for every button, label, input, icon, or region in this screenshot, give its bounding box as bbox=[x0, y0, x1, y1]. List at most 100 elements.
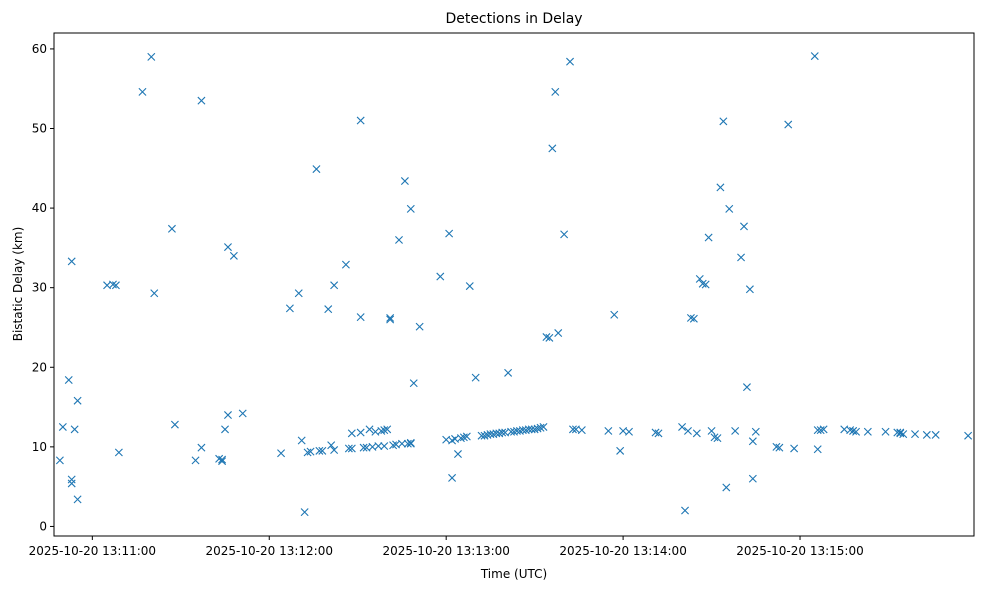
data-point bbox=[453, 450, 462, 459]
data-point bbox=[406, 438, 415, 447]
data-point bbox=[610, 310, 619, 319]
data-point bbox=[191, 456, 200, 465]
y-tick-label: 50 bbox=[32, 122, 47, 136]
data-point bbox=[681, 506, 690, 515]
data-point bbox=[341, 260, 350, 269]
data-point bbox=[566, 57, 575, 66]
data-point bbox=[790, 444, 799, 453]
data-point bbox=[911, 430, 920, 439]
data-point bbox=[356, 313, 365, 322]
y-tick-label: 10 bbox=[32, 440, 47, 454]
plot-frame bbox=[53, 32, 975, 537]
data-point bbox=[300, 508, 309, 517]
data-point bbox=[409, 379, 418, 388]
data-point bbox=[772, 442, 781, 451]
data-point bbox=[742, 383, 751, 392]
data-point bbox=[111, 281, 120, 290]
data-point bbox=[852, 427, 861, 436]
data-point bbox=[533, 424, 542, 433]
data-point bbox=[377, 426, 386, 435]
data-point bbox=[704, 233, 713, 242]
data-point bbox=[306, 447, 315, 456]
y-tick-label: 0 bbox=[39, 519, 47, 533]
data-point bbox=[150, 289, 159, 298]
data-point bbox=[330, 446, 339, 455]
data-point bbox=[604, 426, 613, 435]
data-point bbox=[616, 446, 625, 455]
data-point bbox=[551, 87, 560, 96]
data-point bbox=[751, 427, 760, 436]
data-point bbox=[114, 448, 123, 457]
data-point bbox=[678, 422, 687, 431]
data-point bbox=[383, 425, 392, 434]
data-point bbox=[896, 429, 905, 438]
data-point bbox=[170, 420, 179, 429]
x-tick-label: 2025-10-20 13:13:00 bbox=[382, 544, 509, 558]
data-point bbox=[560, 230, 569, 239]
y-axis-label: Bistatic Delay (km) bbox=[11, 227, 25, 342]
data-point bbox=[471, 373, 480, 382]
x-tick-label: 2025-10-20 13:14:00 bbox=[559, 544, 686, 558]
data-point bbox=[748, 474, 757, 483]
data-points bbox=[55, 52, 973, 517]
data-point bbox=[55, 456, 64, 465]
data-point bbox=[504, 368, 513, 377]
data-point bbox=[654, 429, 663, 438]
data-point bbox=[67, 257, 76, 266]
data-point bbox=[347, 429, 356, 438]
data-point bbox=[539, 422, 548, 431]
data-point bbox=[459, 433, 468, 442]
data-point bbox=[713, 434, 722, 443]
data-point bbox=[223, 243, 232, 252]
data-point bbox=[389, 441, 398, 450]
y-tick-label: 20 bbox=[32, 360, 47, 374]
data-point bbox=[415, 322, 424, 331]
data-point bbox=[229, 251, 238, 260]
data-point bbox=[849, 426, 858, 435]
data-point bbox=[365, 425, 374, 434]
data-point bbox=[395, 235, 403, 244]
data-point bbox=[625, 427, 633, 436]
data-point bbox=[356, 428, 365, 437]
data-point bbox=[324, 305, 333, 314]
x-tick-label: 2025-10-20 13:15:00 bbox=[736, 544, 863, 558]
data-point bbox=[315, 446, 324, 455]
data-point bbox=[899, 430, 908, 439]
data-point bbox=[719, 117, 728, 126]
data-point bbox=[931, 430, 940, 439]
data-point bbox=[138, 87, 147, 96]
data-point bbox=[400, 177, 409, 186]
data-point bbox=[197, 443, 206, 452]
data-point bbox=[359, 443, 368, 452]
data-point bbox=[223, 411, 232, 420]
data-point bbox=[374, 442, 383, 451]
data-point bbox=[554, 329, 563, 338]
x-axis: 2025-10-20 13:11:00 2025-10-20 13:12:00 20… bbox=[29, 536, 864, 558]
data-point bbox=[312, 165, 321, 174]
data-point bbox=[108, 280, 117, 289]
data-point bbox=[277, 449, 286, 458]
data-point bbox=[710, 433, 719, 442]
data-point bbox=[167, 224, 176, 233]
data-point bbox=[725, 204, 734, 213]
x-tick-label: 2025-10-20 13:12:00 bbox=[206, 544, 333, 558]
data-point bbox=[964, 431, 973, 440]
y-tick-label: 60 bbox=[32, 42, 47, 56]
data-point bbox=[893, 428, 902, 437]
data-point bbox=[221, 425, 230, 434]
data-point bbox=[689, 314, 698, 323]
data-point bbox=[651, 428, 660, 437]
x-axis-label: Time (UTC) bbox=[480, 567, 547, 581]
data-point bbox=[745, 285, 754, 294]
y-tick-label: 30 bbox=[32, 281, 47, 295]
data-point bbox=[775, 443, 784, 452]
data-point bbox=[318, 446, 327, 455]
data-point bbox=[285, 304, 294, 313]
data-point bbox=[548, 144, 557, 153]
data-point bbox=[462, 432, 471, 441]
data-point bbox=[545, 333, 554, 342]
data-point bbox=[67, 475, 76, 484]
data-point bbox=[386, 313, 395, 322]
data-point bbox=[303, 448, 312, 457]
data-point bbox=[218, 457, 227, 466]
